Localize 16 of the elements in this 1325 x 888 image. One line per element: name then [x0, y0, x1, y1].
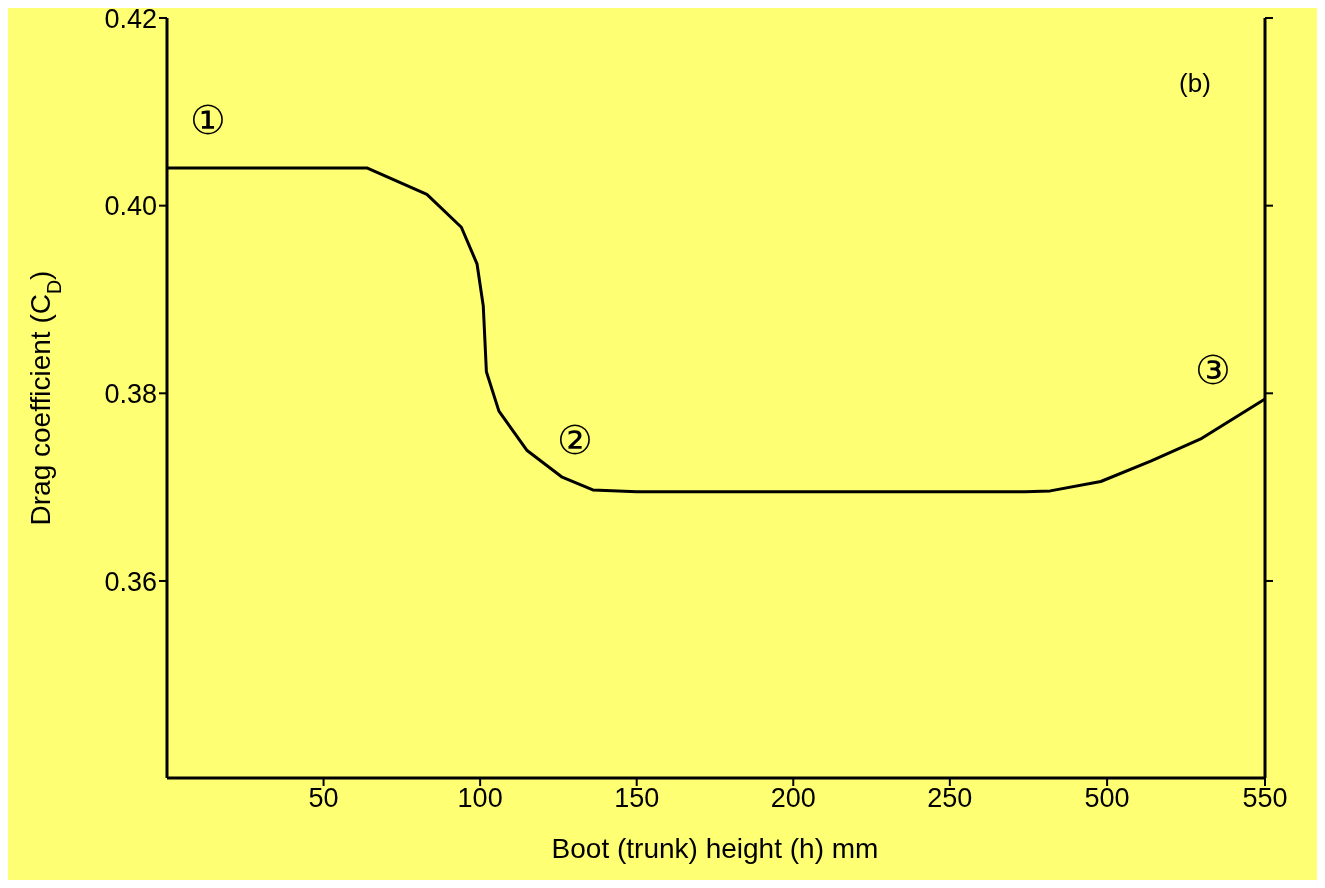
x-tick-label: 250: [927, 783, 973, 814]
annotation: ②: [557, 417, 593, 463]
annotation: ③: [1195, 347, 1231, 393]
annotation: ①: [190, 97, 226, 143]
annotation: (b): [1179, 67, 1211, 99]
x-tick-label: 150: [614, 783, 660, 814]
y-tick-label: 0.42: [104, 3, 157, 34]
y-tick-label: 0.40: [104, 191, 157, 222]
y-tick-label: 0.38: [104, 378, 157, 409]
x-axis-title: Boot (trunk) height (h) mm: [550, 833, 880, 865]
x-tick-label: 100: [457, 783, 503, 814]
x-tick-label: 500: [1084, 783, 1130, 814]
y-tick-label: 0.36: [104, 566, 157, 597]
x-tick-label: 200: [770, 783, 816, 814]
x-tick-label: 550: [1242, 783, 1288, 814]
x-tick-label: 50: [308, 783, 339, 814]
